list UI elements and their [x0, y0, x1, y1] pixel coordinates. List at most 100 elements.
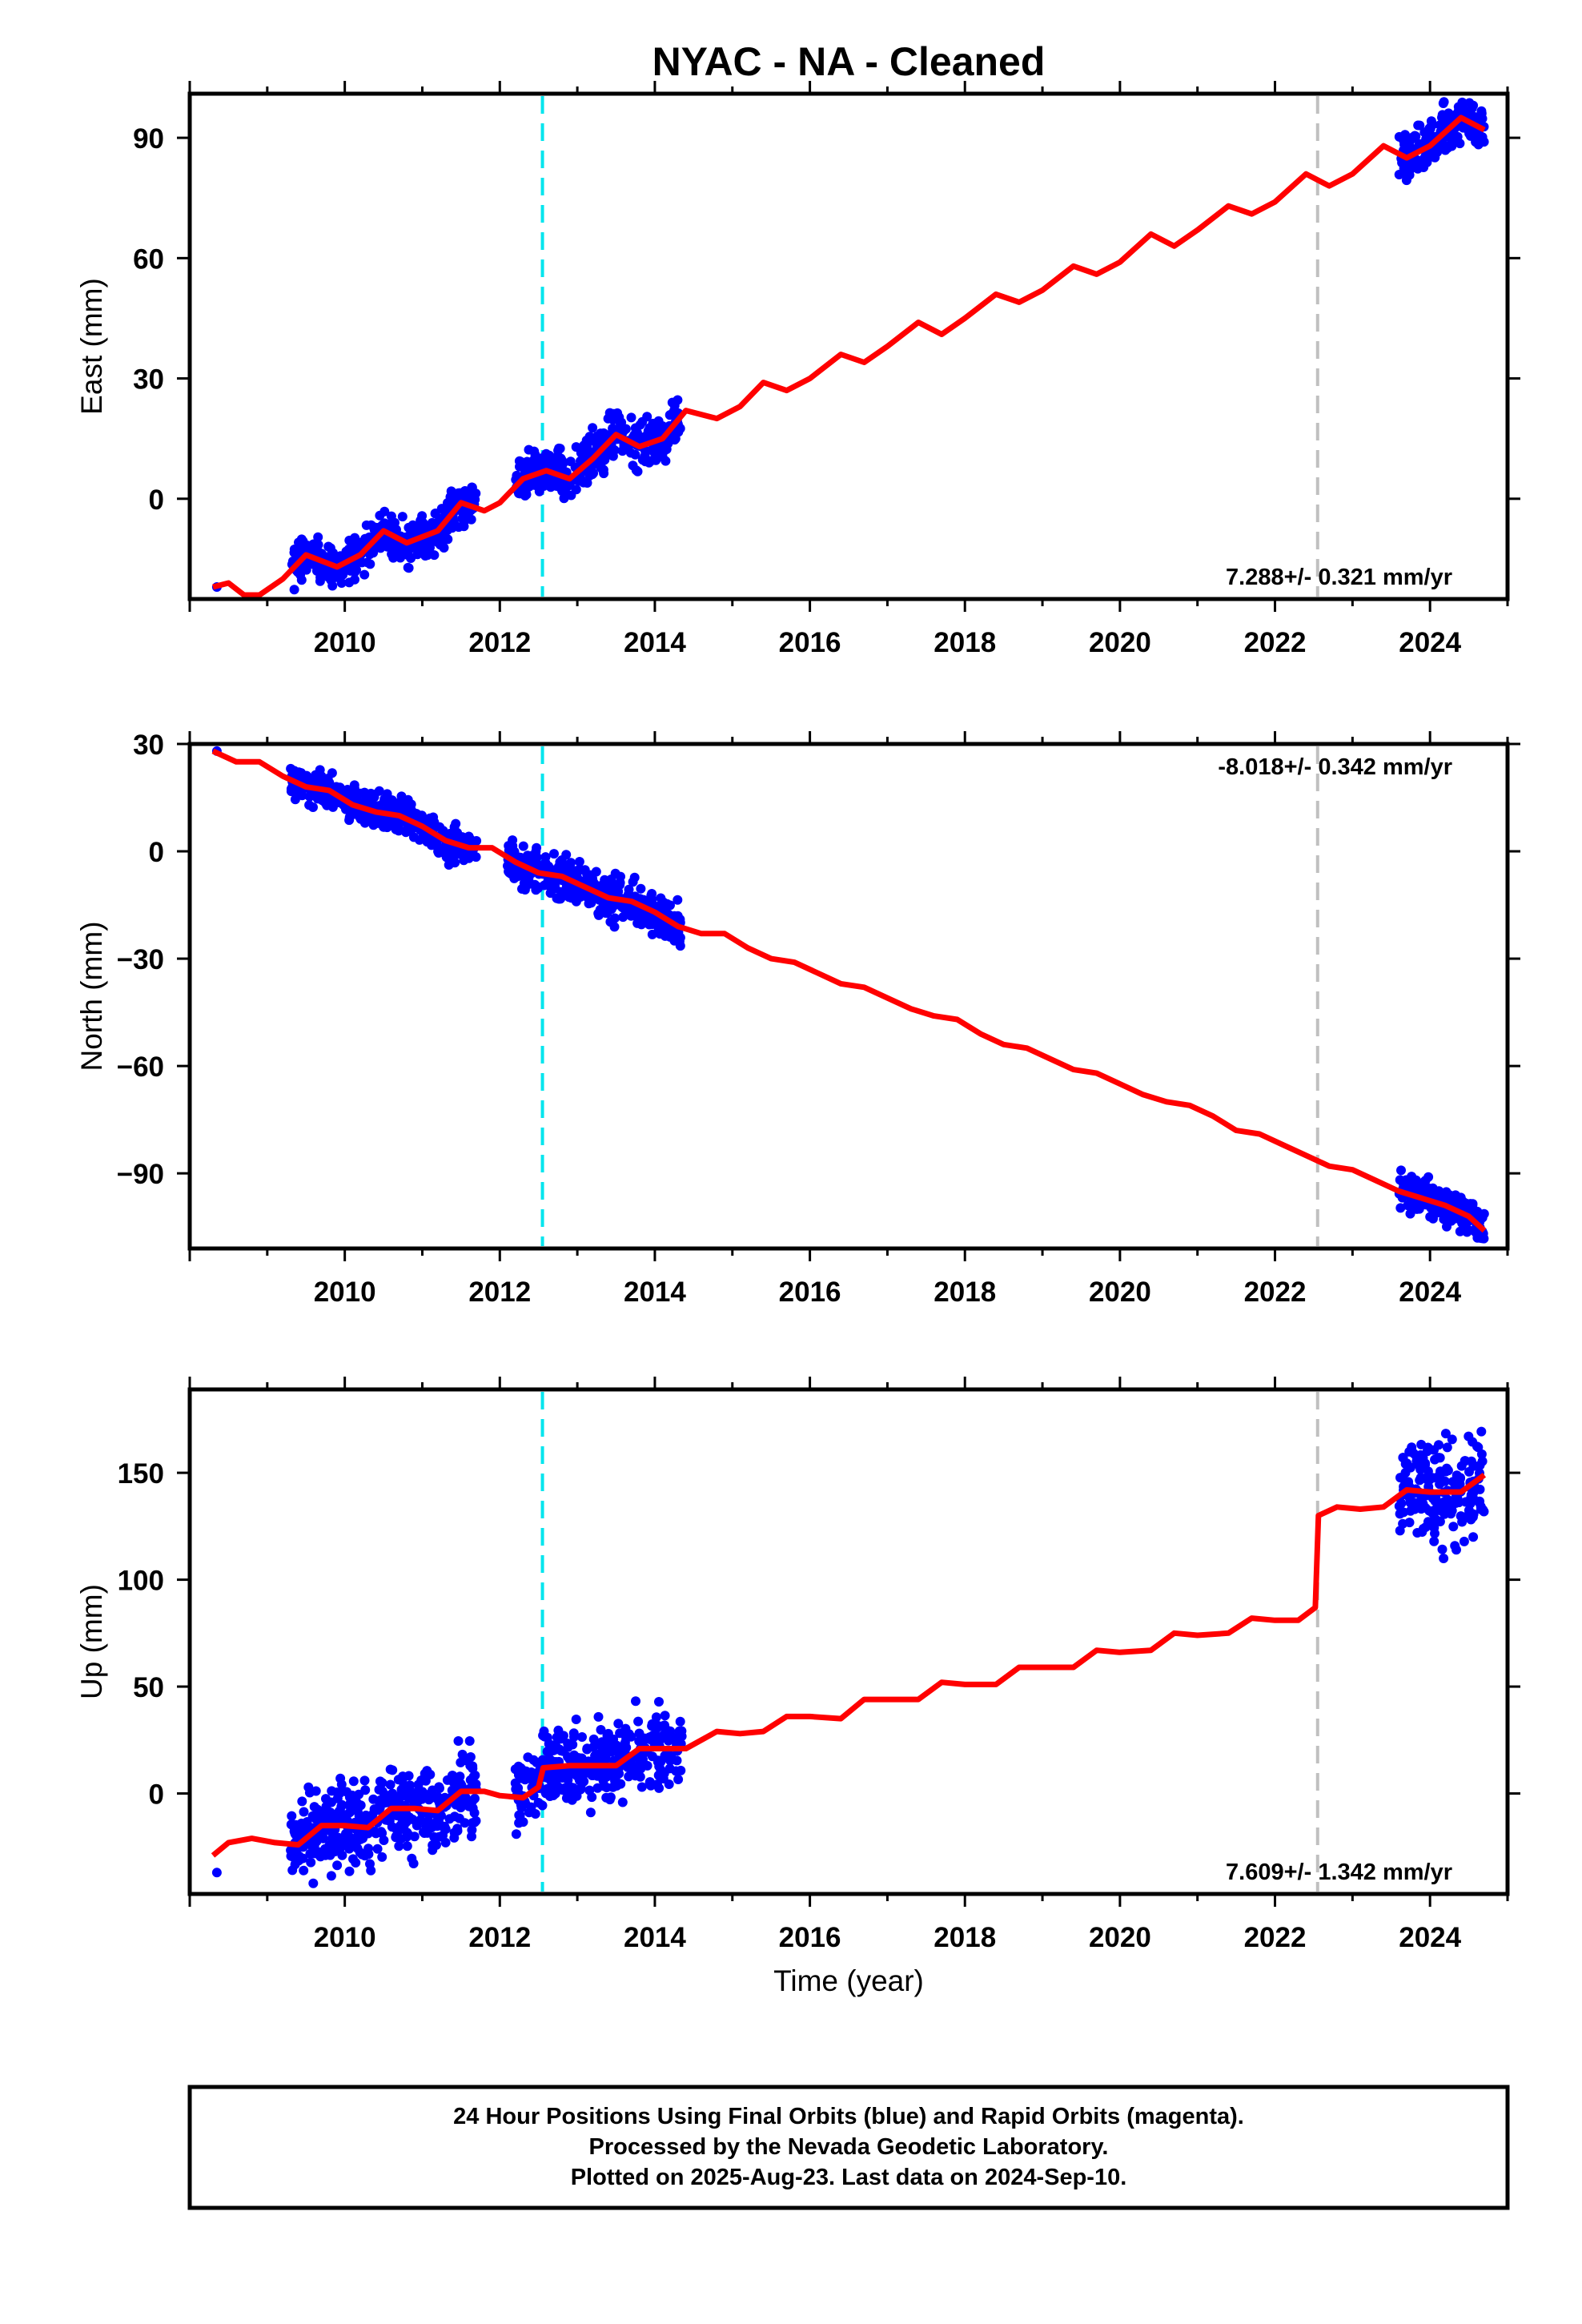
- up-data-point: [405, 1780, 416, 1791]
- up-data-point: [453, 1736, 464, 1746]
- north-x-tick-label: 2016: [779, 1277, 841, 1308]
- up-data-point: [515, 1810, 525, 1820]
- up-data-point: [395, 1792, 405, 1803]
- up-data-point: [347, 1839, 358, 1849]
- up-data-point: [327, 1835, 338, 1846]
- east-data-point: [1412, 163, 1423, 174]
- up-data-point: [1466, 1490, 1476, 1500]
- east-data-point: [350, 533, 360, 543]
- up-data-point: [435, 1783, 444, 1793]
- north-data-point: [576, 865, 586, 875]
- up-data-point: [1447, 1434, 1457, 1445]
- up-data-point: [1399, 1507, 1409, 1518]
- up-data-point: [344, 1866, 355, 1876]
- east-y-tick-label: 0: [149, 485, 164, 516]
- up-data-point: [673, 1775, 684, 1784]
- up-data-point: [397, 1775, 408, 1786]
- up-data-point: [624, 1771, 634, 1782]
- east-data-point: [642, 412, 652, 422]
- east-data-point: [313, 532, 323, 542]
- north-data-point: [301, 770, 311, 781]
- east-data-point: [536, 453, 547, 464]
- up-data-point: [647, 1719, 657, 1729]
- up-data-point: [660, 1723, 670, 1733]
- east-data-point: [391, 525, 401, 535]
- up-y-tick-label: 150: [118, 1458, 164, 1490]
- north-data-point: [1419, 1188, 1429, 1198]
- north-data-point: [628, 877, 638, 887]
- north-data-point: [406, 799, 416, 810]
- up-data-point: [335, 1843, 345, 1853]
- up-data-point: [391, 1832, 401, 1843]
- up-data-point: [617, 1797, 628, 1807]
- north-data-point: [520, 874, 531, 884]
- north-x-tick-label: 2010: [314, 1277, 376, 1308]
- up-data-point: [1400, 1459, 1411, 1470]
- up-data-point: [1476, 1426, 1487, 1437]
- up-data-point: [1465, 1498, 1476, 1509]
- up-data-point: [327, 1786, 337, 1796]
- north-data-point: [574, 857, 584, 866]
- up-data-point: [385, 1779, 396, 1790]
- up-data-point: [1428, 1493, 1438, 1503]
- east-x-tick-label: 2016: [779, 627, 841, 658]
- east-data-point: [471, 489, 481, 499]
- up-data-point: [1461, 1512, 1472, 1522]
- east-data-point: [296, 575, 307, 585]
- north-data-point: [624, 905, 634, 915]
- east-data-point: [1463, 124, 1473, 135]
- east-data-point: [453, 522, 464, 533]
- east-data-point: [587, 469, 597, 480]
- up-data-point: [359, 1775, 370, 1786]
- up-data-point: [1464, 1466, 1474, 1477]
- up-data-point: [1410, 1504, 1419, 1514]
- north-data-point: [561, 850, 572, 860]
- up-data-point: [211, 1868, 222, 1878]
- up-x-tick-label: 2012: [468, 1922, 531, 1953]
- up-data-point: [398, 1811, 408, 1821]
- up-data-point: [407, 1853, 417, 1864]
- up-data-point: [337, 1850, 347, 1860]
- up-data-point: [321, 1794, 331, 1804]
- north-y-tick-label: 30: [133, 730, 164, 761]
- up-data-point: [1416, 1439, 1427, 1449]
- north-data-point: [669, 911, 680, 921]
- up-data-point: [402, 1827, 412, 1838]
- north-data-point: [286, 784, 296, 794]
- up-data-point: [598, 1775, 608, 1786]
- up-data-point: [1453, 1496, 1464, 1506]
- east-data-point: [1438, 99, 1448, 108]
- up-data-point: [368, 1794, 379, 1804]
- up-data-point: [1448, 1522, 1459, 1532]
- north-data-point: [522, 852, 532, 862]
- east-data-point: [565, 456, 576, 467]
- east-data-point: [559, 493, 569, 504]
- up-data-point: [348, 1776, 359, 1787]
- up-x-tick-label: 2014: [624, 1922, 686, 1953]
- north-data-point: [544, 861, 554, 871]
- up-data-point: [652, 1757, 663, 1767]
- east-data-point: [609, 445, 620, 456]
- up-data-point: [637, 1733, 648, 1743]
- up-data-point: [568, 1728, 579, 1739]
- north-x-tick-label: 2022: [1244, 1277, 1307, 1308]
- up-data-point: [456, 1780, 467, 1791]
- east-data-point: [644, 426, 654, 436]
- north-data-point: [317, 777, 327, 786]
- north-data-point: [434, 846, 444, 856]
- up-data-point: [465, 1760, 476, 1771]
- north-data-point: [1396, 1165, 1406, 1176]
- up-data-point: [549, 1740, 560, 1751]
- north-data-point: [401, 827, 412, 838]
- up-data-point: [1417, 1501, 1427, 1511]
- up-data-point: [394, 1841, 404, 1852]
- east-data-point: [327, 581, 338, 591]
- up-data-point: [322, 1847, 332, 1857]
- east-data-point: [344, 545, 355, 555]
- up-data-point: [677, 1731, 687, 1742]
- north-data-point: [1411, 1204, 1422, 1214]
- east-data-point: [528, 480, 537, 490]
- north-x-tick-label: 2024: [1399, 1277, 1461, 1308]
- up-data-point: [1424, 1506, 1435, 1516]
- east-data-point: [1400, 159, 1411, 168]
